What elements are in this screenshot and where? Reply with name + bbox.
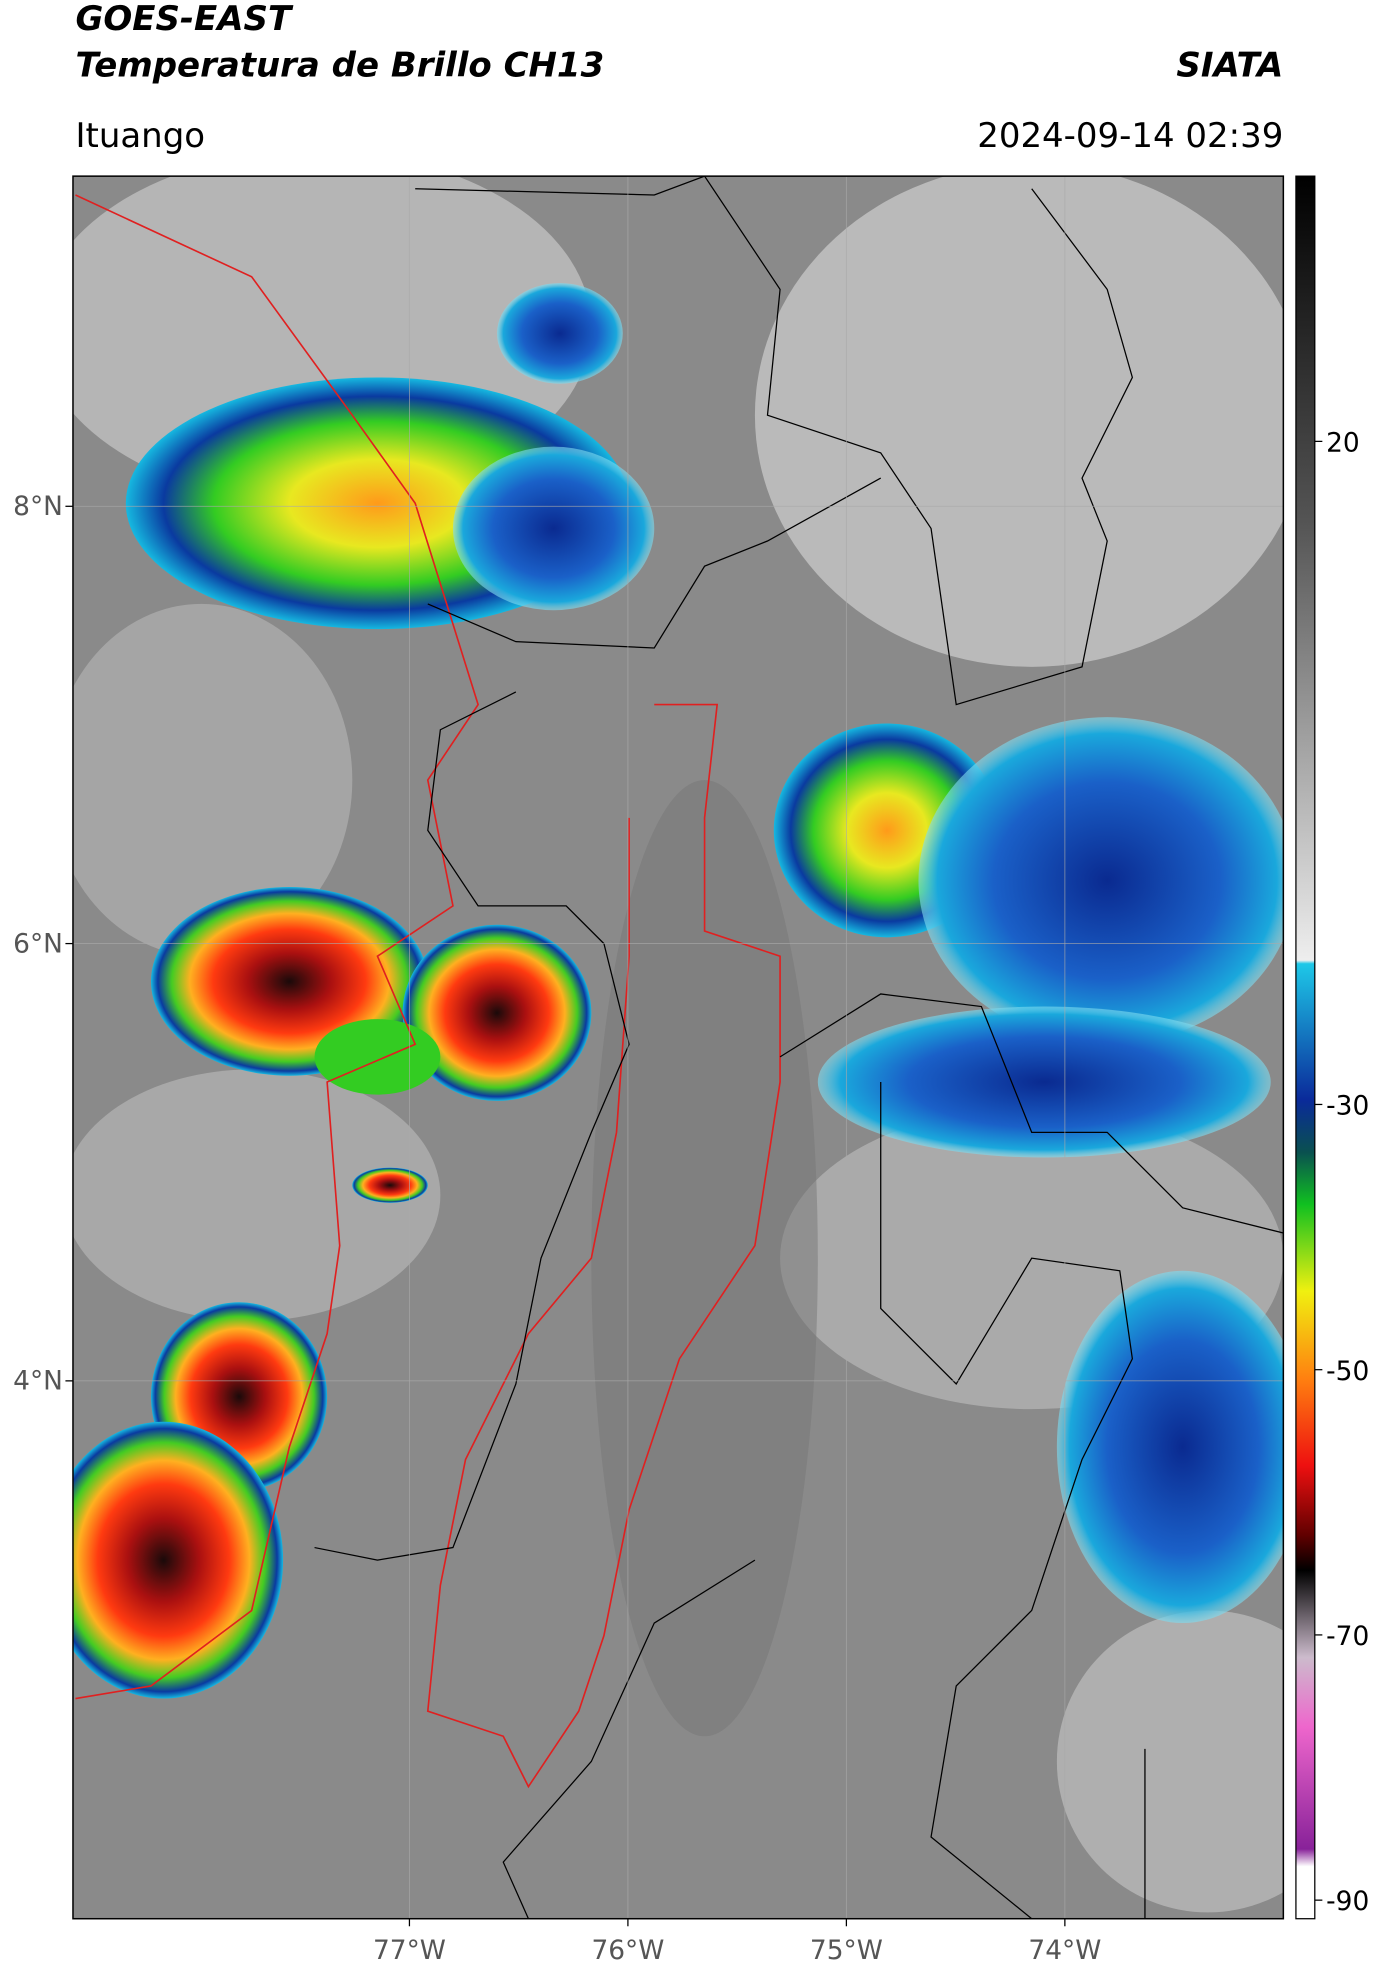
colorbar-ticks: 20 -30 -50 -70 -90 (1314, 427, 1369, 1917)
title-line2: Temperatura de Brillo CH13 (75, 46, 604, 86)
lat-tick-label: 4°N (13, 1366, 63, 1397)
lat-tick-label: 8°N (13, 491, 63, 522)
region: Ituango (75, 116, 205, 156)
lon-tick-label: 74°W (1028, 1935, 1101, 1966)
title-line1: GOES-EAST (75, 0, 293, 39)
lon-tick-label: 76°W (591, 1935, 664, 1966)
satellite-image (72, 176, 1284, 1919)
lon-tick-label: 77°W (373, 1935, 446, 1966)
map-frame (72, 175, 1285, 1920)
datetime: 2024-09-14 02:39 (977, 116, 1283, 156)
lat-tick-label: 6°N (13, 928, 63, 959)
colorbar-tick-label: -70 (1326, 1621, 1369, 1652)
colorbar-tick-label: -30 (1326, 1091, 1369, 1122)
graticule: 8°N 6°N 4°N 77°W 76°W 75°W 74°W (13, 176, 1284, 1966)
colorbar-tick-label: 20 (1326, 427, 1360, 458)
lon-tick-label: 75°W (810, 1935, 883, 1966)
source: SIATA (1176, 46, 1283, 86)
colorbar (1295, 175, 1316, 1920)
colorbar-tick-label: -50 (1326, 1356, 1369, 1387)
colorbar-tick-label: -90 (1326, 1886, 1369, 1917)
